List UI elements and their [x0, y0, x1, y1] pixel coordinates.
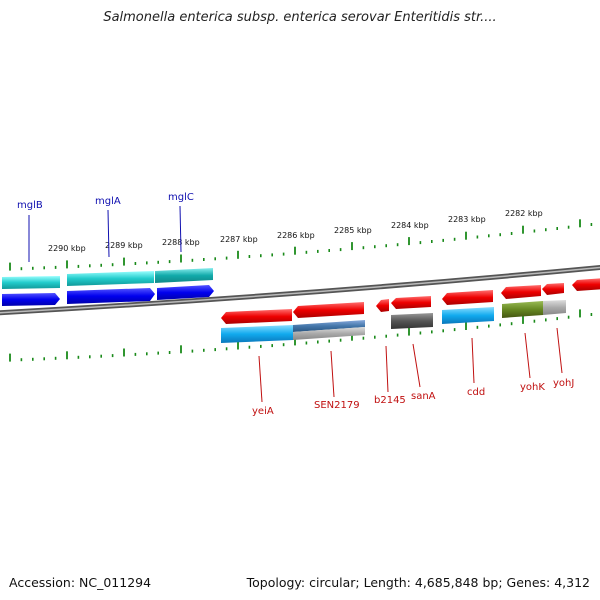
gene-arrow-partial[interactable] — [572, 278, 600, 291]
scale-label: 2286 kbp — [277, 231, 315, 240]
feature-bar-cyan[interactable] — [2, 276, 60, 289]
gene-label-mglA[interactable]: mglA — [95, 196, 121, 207]
gene-arrow-yohK[interactable] — [501, 285, 541, 299]
gene-label-mglC[interactable]: mglC — [168, 192, 194, 203]
gene-arrow-mglC[interactable] — [157, 285, 214, 300]
feature-bar-gray[interactable] — [391, 313, 433, 329]
forward-strand-features — [2, 268, 214, 306]
scale-label: 2290 kbp — [48, 244, 86, 253]
topology-text: Topology: circular; Length: 4,685,848 bp… — [246, 575, 590, 590]
reverse-strand-features — [221, 278, 600, 343]
scale-label: 2289 kbp — [105, 241, 143, 250]
scale-label: 2285 kbp — [334, 226, 372, 235]
gene-label-yeiA[interactable]: yeiA — [252, 406, 274, 417]
scale-label: 2287 kbp — [220, 235, 258, 244]
gene-label-b2145[interactable]: b2145 — [374, 395, 406, 406]
scale-label: 2282 kbp — [505, 209, 543, 218]
gene-arrow-mglB[interactable] — [2, 293, 60, 306]
feature-bar-steelblue[interactable] — [293, 320, 365, 332]
feature-bar-cyan[interactable] — [67, 271, 154, 286]
scale-label: 2283 kbp — [448, 215, 486, 224]
gene-label-sanA[interactable]: sanA — [411, 391, 436, 402]
gene-label-mglB[interactable]: mglB — [17, 200, 43, 211]
gene-labels-top: mglB mglA mglC — [17, 192, 194, 211]
feature-bar-teal[interactable] — [155, 268, 213, 283]
gene-arrow-cdd[interactable] — [442, 290, 493, 305]
feature-bar-skyblue[interactable] — [442, 307, 494, 324]
gene-arrow-mglA[interactable] — [67, 288, 155, 304]
gene-arrow-b2145[interactable] — [376, 299, 389, 312]
gene-leader-lines — [28, 205, 563, 403]
gene-label-cdd[interactable]: cdd — [467, 387, 485, 398]
feature-bar-lightgray[interactable] — [543, 300, 566, 315]
gene-label-SEN2179[interactable]: SEN2179 — [314, 400, 360, 411]
scale-ticks-bottom — [9, 309, 593, 362]
feature-bar-olive[interactable] — [502, 301, 543, 318]
scale-label: 2284 kbp — [391, 221, 429, 230]
gene-arrow-SEN2179[interactable] — [293, 302, 364, 318]
gene-arrow-sanA[interactable] — [391, 296, 431, 309]
map-title: Salmonella enterica subsp. enterica sero… — [103, 10, 497, 25]
feature-bar-skyblue[interactable] — [221, 325, 293, 343]
gene-label-yohK[interactable]: yohK — [520, 382, 545, 393]
gene-label-yohJ[interactable]: yohJ — [553, 378, 574, 389]
feature-bar-lightgray[interactable] — [293, 327, 365, 340]
gene-labels-bottom: yeiA SEN2179 b2145 sanA cdd yohK yohJ — [252, 378, 574, 417]
accession-text: Accession: NC_011294 — [9, 575, 152, 590]
scale-ticks-top — [9, 219, 593, 271]
scale-labels: 2290 kbp 2289 kbp 2288 kbp 2287 kbp 2286… — [48, 209, 543, 253]
gene-arrow-yeiA[interactable] — [221, 309, 292, 324]
gene-arrow-yohJ[interactable] — [542, 283, 564, 295]
